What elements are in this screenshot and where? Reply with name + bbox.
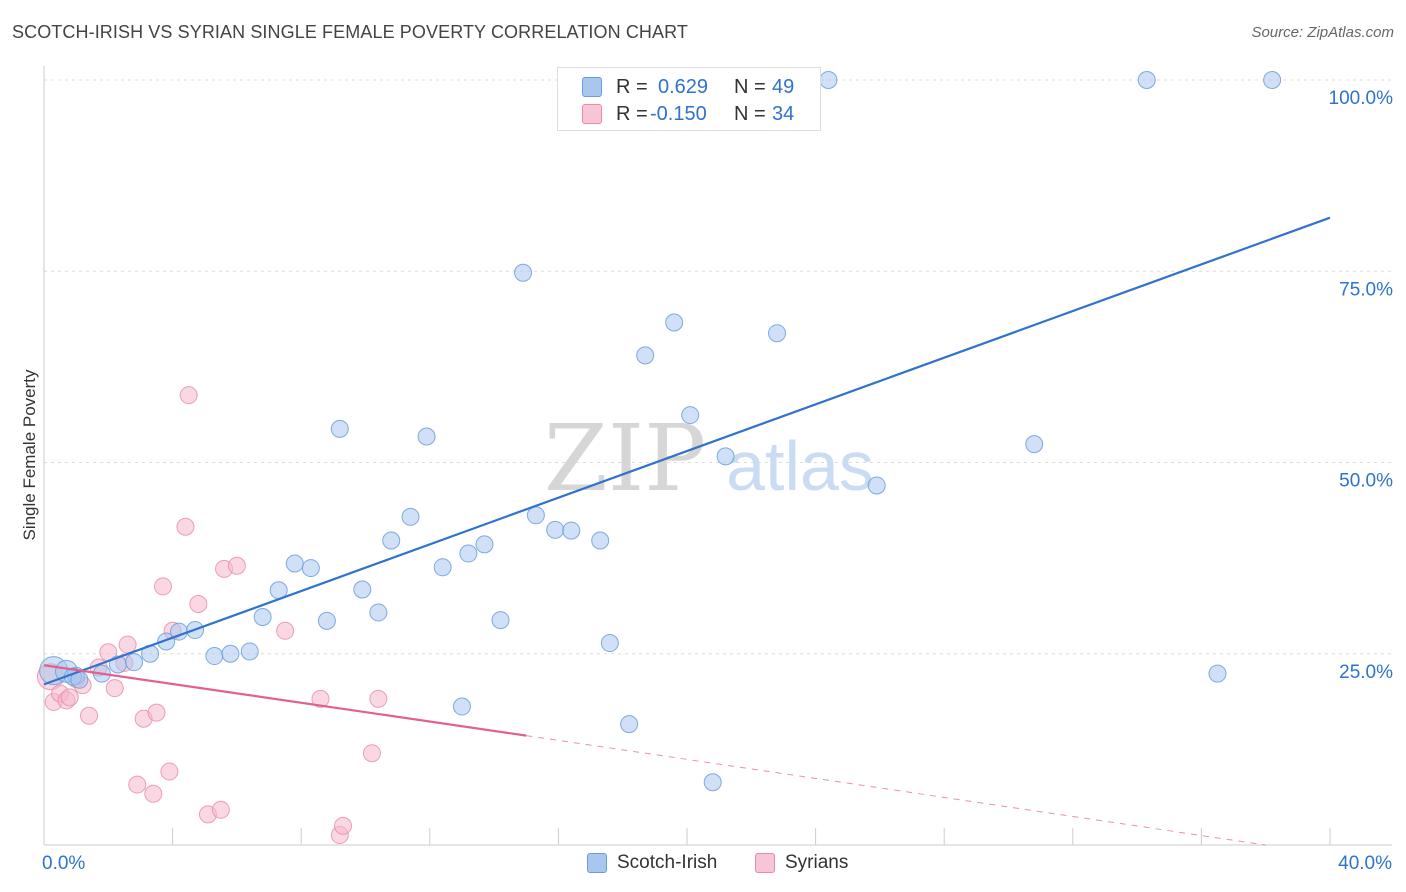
trendlines [43, 216, 1331, 846]
y-tick-label: 100.0% [1329, 88, 1394, 109]
scotch-irish-point [768, 324, 787, 343]
scotch-irish-point [620, 715, 639, 734]
scotch-irish-point [703, 773, 722, 792]
scotch-irish-point [382, 531, 401, 550]
source-label: Source: ZipAtlas.com [1251, 24, 1394, 41]
syrians-point [160, 762, 179, 781]
scotch-irish-point [433, 558, 452, 577]
scotch-irish-point [285, 554, 304, 573]
scotch-irish-point [417, 427, 436, 446]
chart-title: SCOTCH-IRISH VS SYRIAN SINGLE FEMALE POV… [12, 22, 688, 42]
legend-n-value: 49 [772, 75, 795, 98]
legend-label: Scotch-Irish [617, 852, 718, 873]
syrians-point [369, 689, 388, 708]
scotch-irish-point [546, 520, 565, 539]
scotch-irish-point [665, 313, 684, 332]
scotch-irish-point [221, 644, 240, 663]
legend-item-scotch-irish[interactable]: Scotch-Irish [587, 852, 717, 874]
legend-r-value: -0.150 [650, 102, 707, 125]
y-tick-label: 25.0% [1339, 662, 1393, 683]
x-axis-min-label: 0.0% [42, 853, 86, 874]
scotch-irish-point [205, 647, 224, 666]
syrians-point [80, 706, 99, 725]
scotch-irish-point [459, 544, 478, 563]
legend-n-label: N = [734, 75, 766, 98]
correlation-legend: R = 0.629 N = 49 R = -0.150 N = 34 [557, 67, 821, 131]
syrians-point [362, 744, 381, 763]
syrians-point [128, 775, 147, 794]
syrians-point [333, 816, 352, 835]
scotch-irish-point [636, 346, 655, 365]
scotch-irish-point [600, 634, 619, 653]
scotch-irish-point [1025, 435, 1044, 454]
scotch-irish-point [491, 611, 510, 630]
y-tick-labels: 25.0% 50.0% 75.0% 100.0% [1329, 88, 1394, 683]
y-tick-label: 75.0% [1339, 279, 1393, 300]
syrians-point [105, 679, 124, 698]
scotch-irish-point [157, 632, 176, 651]
legend-r-label: R = [616, 102, 648, 125]
scotch-irish-point [452, 697, 471, 716]
scotch-irish-point [716, 447, 735, 466]
gridlines [44, 79, 1392, 655]
syrians-point [144, 784, 163, 803]
scotch-irish-point [125, 653, 144, 672]
legend-n-label: N = [734, 102, 766, 125]
scotch-irish-point [681, 406, 700, 425]
blue-swatch [582, 77, 602, 97]
pink-swatch [582, 104, 602, 124]
y-tick-label: 50.0% [1339, 471, 1393, 492]
scotch-irish-point [1137, 71, 1156, 89]
syrians-point [153, 577, 172, 596]
legend-n-value: 34 [772, 102, 795, 125]
scotch-irish-point [819, 71, 838, 89]
legend-r-label: R = [616, 75, 648, 98]
scotch-irish-point [867, 476, 886, 495]
syrians-point [179, 386, 198, 405]
syrians-point [189, 595, 208, 614]
syrians-point [227, 556, 246, 575]
syrians-point [118, 635, 137, 654]
scotch-irish-point [240, 642, 259, 661]
x-axis-max-label: 40.0% [1338, 853, 1392, 874]
legend-label: Syrians [785, 852, 849, 873]
syrians-point [276, 621, 295, 640]
syrians-point [311, 689, 330, 708]
scotch-irish-point [253, 608, 272, 627]
watermark-atlas: atlas [726, 427, 874, 505]
scotch-irish-point [514, 263, 533, 282]
syrians-point [147, 703, 166, 722]
syrians-point [60, 688, 79, 707]
legend-item-syrians[interactable]: Syrians [755, 852, 848, 874]
watermark: ZIP atlas [544, 405, 874, 512]
blue-swatch [587, 853, 607, 873]
scotch-irish-point [317, 611, 336, 630]
scotch-irish-point [1208, 664, 1227, 683]
scotch-irish-trendline [43, 216, 1331, 686]
scotch-irish-point [475, 535, 494, 554]
scotch-irish-point [591, 531, 610, 550]
scotch-irish-point [1263, 71, 1282, 89]
scotch-irish-point [401, 507, 420, 526]
series-legend: Scotch-Irish Syrians [0, 852, 1406, 878]
syrians-trendline-extension [526, 735, 1266, 846]
syrians-trendline [43, 664, 527, 737]
scotch-irish-point [369, 603, 388, 622]
scotch-irish-point [330, 419, 349, 438]
syrians-point [211, 800, 230, 819]
scotch-irish-point [301, 559, 320, 578]
scotch-irish-point [526, 506, 545, 525]
legend-r-value: 0.629 [658, 75, 709, 98]
scotch-irish-points [39, 71, 1282, 792]
scotch-irish-point [562, 521, 581, 540]
pink-swatch [755, 853, 775, 873]
axes [43, 66, 1392, 846]
syrians-points [36, 386, 388, 845]
scotch-irish-point [353, 580, 372, 599]
watermark-zip: ZIP [544, 405, 706, 512]
syrians-point [176, 517, 195, 536]
